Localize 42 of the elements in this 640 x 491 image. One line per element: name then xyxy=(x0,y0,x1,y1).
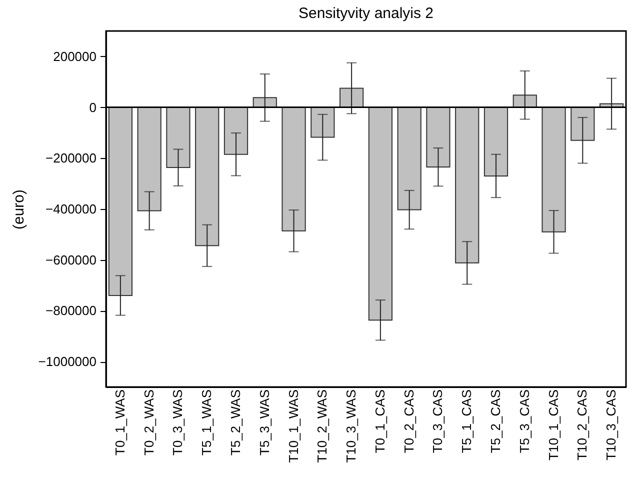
x-tick-label: T0_3_WAS xyxy=(170,389,186,456)
bar xyxy=(455,106,480,264)
y-tick-label: 200000 xyxy=(53,48,96,64)
y-tick-label: −1000000 xyxy=(38,354,96,370)
x-tick-label: T0_2_CAS xyxy=(401,389,416,454)
y-tick-label: −400000 xyxy=(46,202,96,216)
bar xyxy=(282,106,306,232)
x-tick-label: T5_2_CAS xyxy=(488,389,503,454)
x-tick-label: T10_3_WAS xyxy=(344,389,359,463)
bar xyxy=(224,106,248,155)
x-tick-label: T10_2_WAS xyxy=(314,389,330,463)
x-tick-label: T0_1_CAS xyxy=(372,389,388,454)
y-tick-label: −800000 xyxy=(46,303,96,318)
chart-title: Sensityvity analyis 2 xyxy=(298,5,434,22)
x-tick-label: T5_1_CAS xyxy=(459,389,474,454)
y-axis-title: (euro) xyxy=(10,189,28,230)
x-tick-label: T0_1_WAS xyxy=(112,389,128,456)
bar xyxy=(397,106,422,210)
x-tick-label: T5_3_WAS xyxy=(256,389,272,456)
bar xyxy=(570,106,595,141)
bar xyxy=(166,106,190,168)
x-tick-label: T0_3_CAS xyxy=(430,389,446,454)
x-tick-label: T10_1_WAS xyxy=(286,389,301,463)
bar xyxy=(368,106,392,321)
x-tick-label: T5_3_CAS xyxy=(516,389,532,454)
bar xyxy=(542,106,566,232)
x-tick-label: T0_2_WAS xyxy=(141,389,156,456)
x-tick-label: T10_3_CAS xyxy=(604,389,619,460)
x-tick-label: T5_1_WAS xyxy=(199,389,214,456)
bar xyxy=(195,106,220,246)
x-tick-label: T5_2_WAS xyxy=(228,389,243,456)
bar xyxy=(137,106,162,212)
x-tick-label: T10_1_CAS xyxy=(546,389,561,460)
x-tick-label: T10_2_CAS xyxy=(574,389,590,460)
y-tick-label: 0 xyxy=(89,100,96,115)
bar xyxy=(426,106,450,168)
bar xyxy=(108,106,132,296)
bar xyxy=(310,106,335,138)
bar xyxy=(340,88,364,108)
y-tick-label: −200000 xyxy=(46,150,96,166)
bar xyxy=(484,106,508,176)
y-tick-label: −600000 xyxy=(46,252,96,268)
